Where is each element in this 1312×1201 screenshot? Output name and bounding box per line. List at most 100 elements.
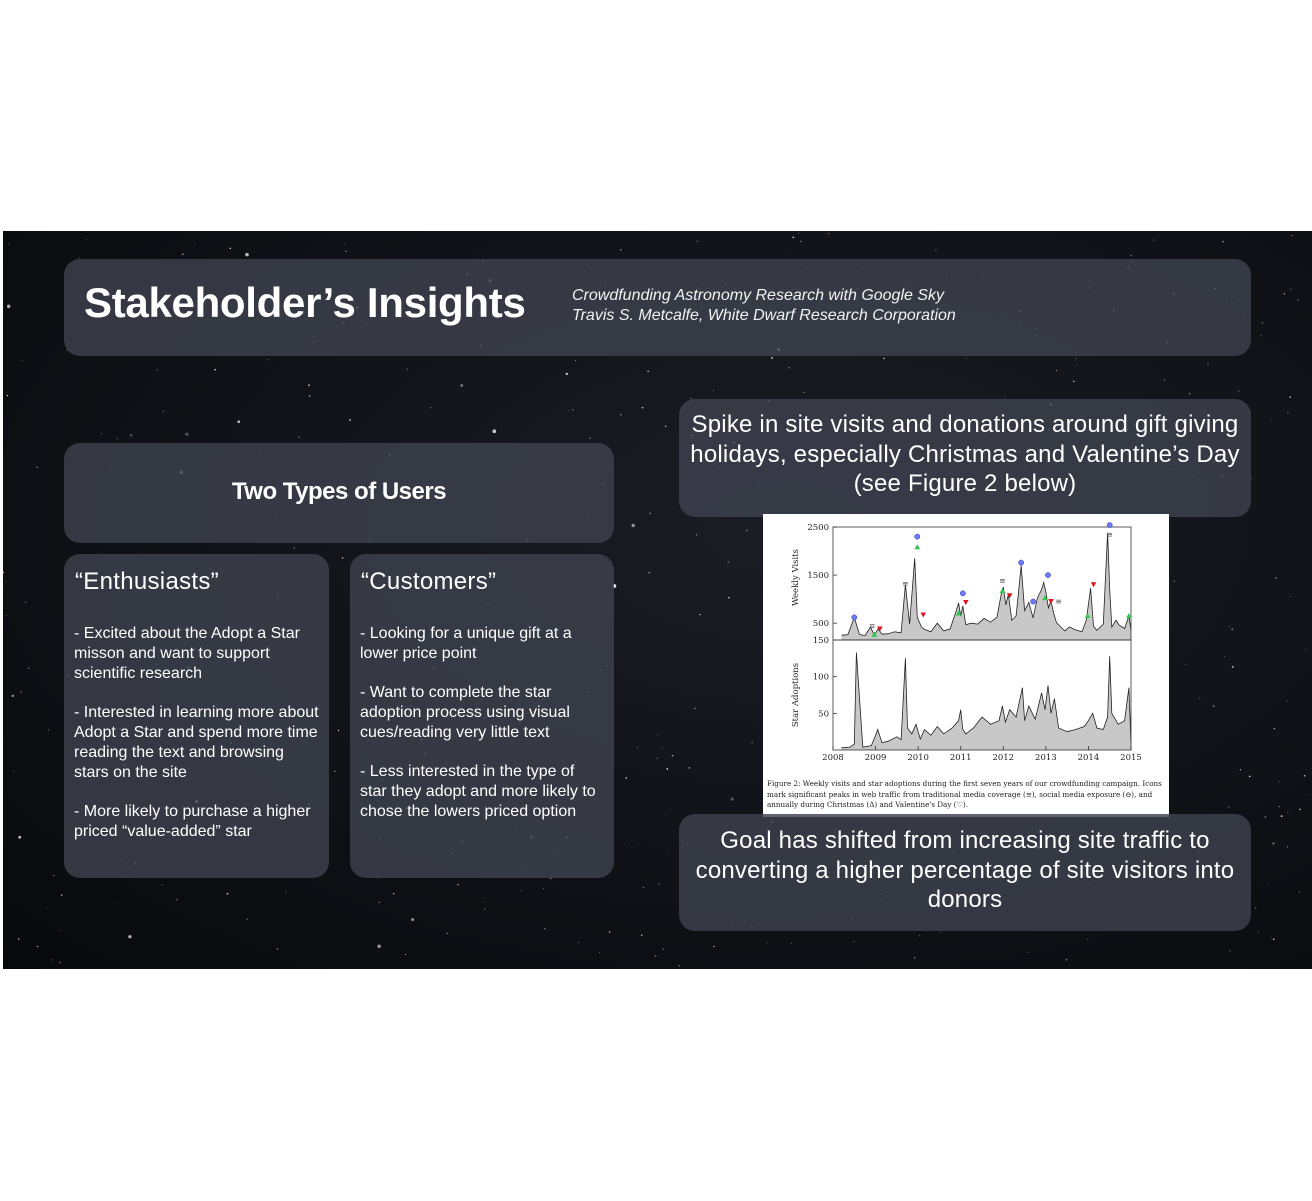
star-dot <box>1291 235 1293 237</box>
star-dot <box>631 847 633 849</box>
christmas-marker <box>1084 612 1091 618</box>
media-marker <box>869 624 875 628</box>
star-dot <box>11 694 15 698</box>
star-dot <box>114 902 116 904</box>
star-dot <box>334 770 336 773</box>
star-dot <box>1290 288 1292 290</box>
star-dot <box>116 437 119 440</box>
adoptions-area <box>841 652 1131 750</box>
x-tick-label: 2015 <box>1120 753 1142 763</box>
star-dot <box>344 242 346 244</box>
star-dot <box>276 948 279 950</box>
x-tick-label: 2014 <box>1078 753 1100 763</box>
star-dot <box>1308 794 1310 795</box>
valentine-marker <box>877 626 883 632</box>
star-dot <box>6 304 11 309</box>
star-dot <box>1287 412 1289 414</box>
star-dot <box>1280 815 1283 817</box>
star-dot <box>625 777 628 779</box>
star-dot <box>411 917 415 922</box>
star-dot <box>337 729 340 732</box>
star-dot <box>3 571 4 574</box>
star-dot <box>44 625 46 626</box>
star-dot <box>1189 393 1191 395</box>
star-dot <box>678 965 680 967</box>
star-dot <box>1087 938 1088 940</box>
star-dot <box>589 437 591 440</box>
star-dot <box>176 898 178 901</box>
star-dot <box>728 596 730 599</box>
star-dot <box>671 754 674 757</box>
star-dot <box>1278 805 1281 808</box>
star-dot <box>1298 891 1300 893</box>
star-dot <box>405 954 407 956</box>
star-dot <box>483 897 485 899</box>
goal-insight-panel: Goal has shifted from increasing site tr… <box>679 814 1251 931</box>
star-dot <box>1250 477 1252 479</box>
visits-line <box>841 532 1132 637</box>
star-dot <box>1304 649 1306 650</box>
star-dot <box>129 434 133 437</box>
social-marker <box>959 590 966 597</box>
star-dot <box>20 691 22 693</box>
customers-point: - Want to complete the star adoption pro… <box>360 684 570 741</box>
star-dot <box>641 934 643 936</box>
x-tick-label: 2011 <box>950 753 972 763</box>
star-dot <box>285 892 287 894</box>
star-dot <box>919 935 921 937</box>
star-dot <box>1287 811 1289 813</box>
y-tick-label: 500 <box>813 619 829 629</box>
subtitle-line-2: Travis S. Metcalfe, White Dwarf Research… <box>572 307 956 324</box>
star-dot <box>1289 396 1291 398</box>
star-dot <box>670 807 672 809</box>
star-dot <box>1212 705 1215 707</box>
star-dot <box>1297 298 1300 301</box>
enthusiasts-panel: “Enthusiasts” - Excited about the Adopt … <box>64 554 329 878</box>
star-dot <box>621 385 622 387</box>
star-dot <box>1299 808 1301 811</box>
star-dot <box>940 931 942 933</box>
christmas-marker <box>999 587 1006 593</box>
customers-list: - Looking for a unique gift at a lower p… <box>360 624 604 841</box>
star-dot <box>1272 938 1275 941</box>
user-types-heading: Two Types of Users <box>231 478 447 505</box>
star-dot <box>1228 626 1230 628</box>
star-dot <box>24 601 27 604</box>
star-dot <box>696 240 698 242</box>
star-dot <box>21 360 23 362</box>
star-dot <box>666 768 669 770</box>
star-dot <box>1272 842 1275 845</box>
customers-title: “Customers” <box>361 568 497 595</box>
star-dot <box>1163 379 1165 381</box>
star-dot <box>78 257 80 259</box>
enthusiasts-point: - Interested in learning more about Adop… <box>74 704 319 781</box>
star-dot <box>1255 907 1257 909</box>
star-dot <box>128 935 132 939</box>
star-dot <box>567 409 569 411</box>
star-dot <box>6 614 8 616</box>
y-tick-label: 50 <box>818 709 829 719</box>
star-dot <box>59 961 61 964</box>
star-dot <box>1184 663 1187 665</box>
visits-adoptions-chart: 500 1500 2500 50 100 150 2008 2009 2010 2011 2012 2… <box>791 522 1142 763</box>
star-dot <box>575 359 577 361</box>
star-dot <box>648 571 651 574</box>
star-dot <box>1222 240 1224 243</box>
star-dot <box>1238 390 1240 392</box>
social-marker <box>1106 522 1113 528</box>
subtitle: Crowdfunding Astronomy Research with Goo… <box>572 286 956 326</box>
enthusiasts-list: - Excited about the Adopt a Star misson … <box>74 624 319 861</box>
star-dot <box>803 391 805 393</box>
star-dot <box>599 952 601 953</box>
y-tick-label: 2500 <box>807 523 829 533</box>
star-dot <box>237 420 241 424</box>
valentine-marker <box>1048 599 1054 605</box>
star-dot <box>1270 936 1272 938</box>
star-dot <box>1231 628 1234 631</box>
star-dot <box>460 383 464 388</box>
star-dot <box>156 369 158 371</box>
star-dot <box>8 243 10 245</box>
social-marker <box>1030 598 1036 605</box>
star-dot <box>58 930 60 932</box>
star-dot <box>699 613 701 616</box>
